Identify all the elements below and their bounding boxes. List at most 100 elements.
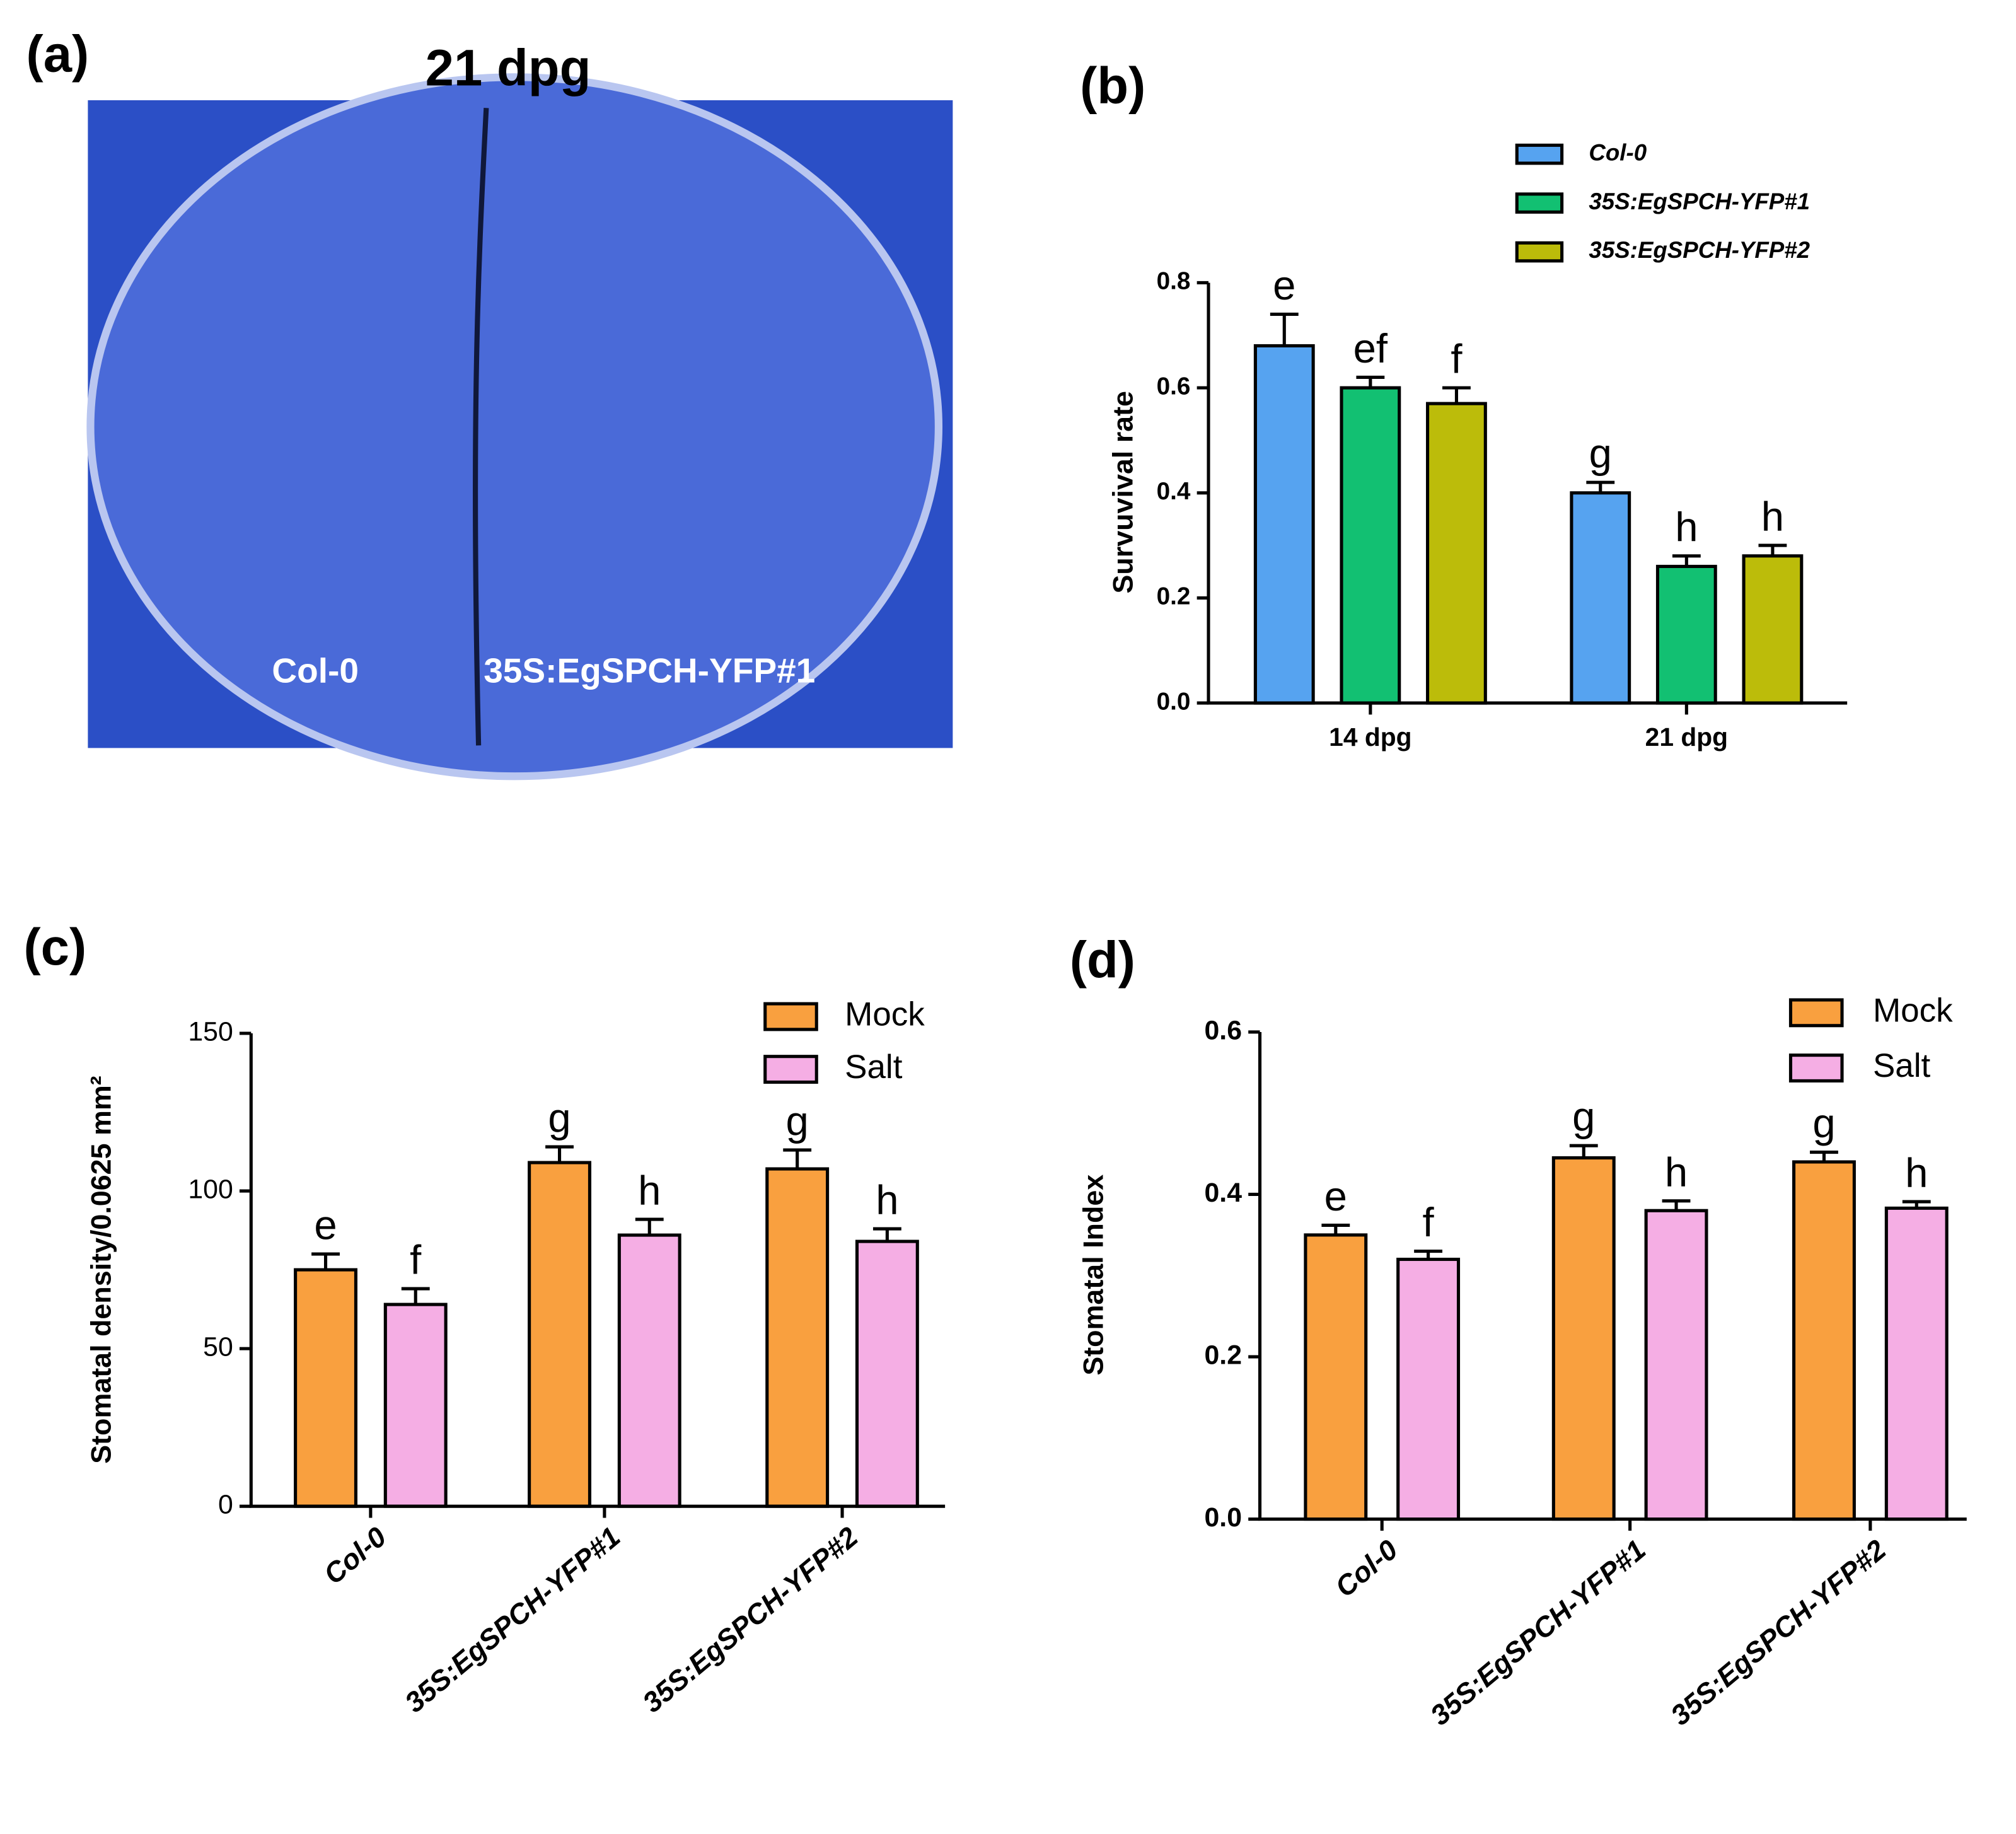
significance-letter: g (1812, 1100, 1835, 1146)
legend-swatch (1515, 192, 1564, 214)
legend-swatch (1515, 241, 1564, 263)
significance-letter: f (1451, 336, 1463, 382)
bar (294, 1268, 357, 1508)
legend-label: Col-0 (1589, 139, 1647, 165)
y-tick-label: 0.4 (1205, 1178, 1243, 1208)
significance-letter: g (1572, 1094, 1595, 1140)
bar (1884, 1206, 1949, 1521)
significance-letter: h (1761, 494, 1784, 540)
error-bar (1662, 1199, 1691, 1211)
bar (1655, 564, 1717, 705)
error-bar (401, 1287, 430, 1305)
photo-caption: Col-0 (272, 651, 359, 690)
y-tick-label: 0.8 (1157, 268, 1191, 295)
error-bar (1356, 375, 1385, 388)
error-bar (1902, 1200, 1931, 1209)
significance-letter: ef (1353, 325, 1388, 371)
x-tick-label: 35S:EgSPCH-YFP#2 (1664, 1533, 1892, 1732)
bar (617, 1233, 681, 1508)
chart: (d) Stomatal Index 0.0 0.2 0.4 0.6 e f Col-0 g h 35… (1070, 931, 1967, 1732)
y-tick-label: 0.2 (1205, 1340, 1243, 1370)
y-tick-label: 100 (188, 1174, 233, 1204)
error-bar (1442, 386, 1471, 404)
panel-label: (c) (23, 919, 86, 976)
x-tick-label: 35S:EgSPCH-YFP#2 (636, 1521, 864, 1719)
axis-line (1207, 282, 1848, 705)
legend-label: Salt (1873, 1047, 1931, 1084)
bar (1253, 344, 1315, 705)
significance-letter: h (1665, 1149, 1688, 1195)
y-tick-label: 150 (188, 1016, 233, 1047)
significance-letter: f (410, 1237, 422, 1283)
x-tick-label: Col-0 (1329, 1533, 1404, 1603)
bar (1340, 386, 1401, 705)
significance-letter: g (548, 1094, 571, 1140)
bar (1426, 402, 1487, 705)
x-tick-label: 14 dpg (1329, 723, 1411, 752)
legend-swatch (1788, 998, 1844, 1028)
error-bar (1414, 1250, 1443, 1260)
significance-letter: f (1423, 1199, 1435, 1245)
axis-line (1258, 1031, 1967, 1521)
significance-letter: h (638, 1168, 661, 1214)
bar (855, 1239, 919, 1508)
chart: (b) Survuvival rate 0.0 0.2 0.4 0.6 0.8 e ef f 14 … (1080, 57, 1848, 752)
error-bar (311, 1252, 340, 1270)
y-tick-label: 0.6 (1157, 373, 1191, 400)
bar (1304, 1233, 1368, 1521)
significance-letter: h (1675, 504, 1698, 550)
bar (1551, 1156, 1616, 1521)
significance-letter: h (1905, 1150, 1928, 1196)
legend-swatch (763, 1055, 818, 1084)
error-bar (1321, 1223, 1350, 1235)
error-bar (545, 1145, 574, 1163)
x-tick-label: 35S:EgSPCH-YFP#1 (1424, 1533, 1652, 1732)
significance-letter: h (876, 1177, 898, 1223)
legend-label: 35S:EgSPCH-YFP#1 (1589, 189, 1810, 214)
error-bar (1569, 1144, 1598, 1158)
legend-label: Salt (845, 1048, 903, 1086)
legend-label: Mock (845, 995, 925, 1033)
bar (1742, 554, 1804, 705)
legend-swatch (763, 1002, 818, 1031)
error-bar (635, 1217, 664, 1236)
significance-letter: g (786, 1098, 809, 1144)
legend-swatch (1515, 143, 1564, 165)
panel-label: (d) (1070, 931, 1135, 989)
legend-label: Mock (1873, 992, 1953, 1029)
photo-panel: (a) 21 dpg Col-0 35S:EgSPCH-YFP#1 (26, 25, 953, 781)
y-tick-label: 0.4 (1157, 478, 1191, 505)
bar (1570, 491, 1631, 705)
bar (1396, 1257, 1461, 1521)
x-tick-label: Col-0 (318, 1521, 393, 1591)
error-bar (1810, 1150, 1838, 1162)
error-bar (1758, 543, 1787, 556)
x-tick-label: 21 dpg (1645, 723, 1728, 752)
error-bar (872, 1227, 901, 1242)
bar (1644, 1209, 1708, 1521)
divider-line (472, 108, 489, 746)
bar (528, 1161, 592, 1508)
significance-letter: e (1273, 262, 1295, 308)
y-tick-label: 0 (218, 1489, 233, 1519)
panel-label: (b) (1080, 57, 1145, 115)
y-tick-label: 0.0 (1157, 688, 1191, 715)
legend-swatch (1788, 1053, 1844, 1082)
photo-caption: 35S:EgSPCH-YFP#1 (484, 651, 815, 690)
y-tick-label: 0.0 (1205, 1502, 1243, 1533)
significance-letter: e (314, 1202, 337, 1248)
chart: (c) Stomatal density/0.0625 mm² 0 50 100 150 e… (23, 919, 946, 1719)
error-bar (783, 1148, 812, 1169)
significance-letter: e (1324, 1173, 1347, 1219)
y-tick-label: 50 (203, 1332, 233, 1362)
y-axis-label: Stomatal Index (1077, 1175, 1109, 1376)
bar (383, 1303, 448, 1508)
x-tick-label: 35S:EgSPCH-YFP#1 (398, 1521, 626, 1719)
bar (765, 1167, 830, 1508)
panel-label: (a) (26, 25, 90, 83)
y-tick-label: 0.2 (1157, 583, 1191, 610)
axis-line (249, 1033, 946, 1508)
significance-letter: g (1589, 431, 1612, 477)
photo-title: 21 dpg (426, 40, 591, 97)
